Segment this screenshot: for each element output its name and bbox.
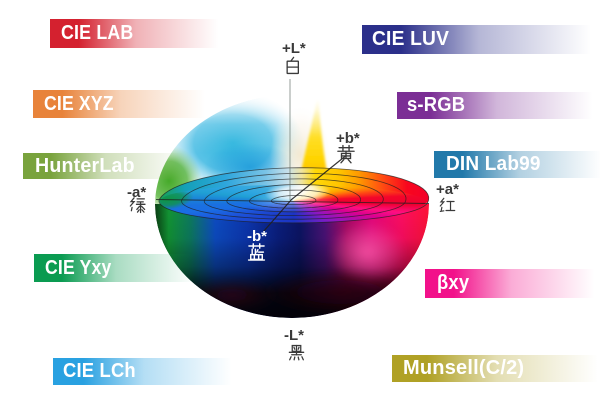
svg-text:-b*: -b*: [247, 228, 267, 245]
svg-text:-L*: -L*: [284, 327, 304, 344]
svg-text:+a*: +a*: [436, 181, 459, 198]
svg-text:+L*: +L*: [282, 40, 306, 57]
svg-text:-a*: -a*: [127, 184, 146, 201]
svg-text:+b*: +b*: [336, 130, 360, 147]
